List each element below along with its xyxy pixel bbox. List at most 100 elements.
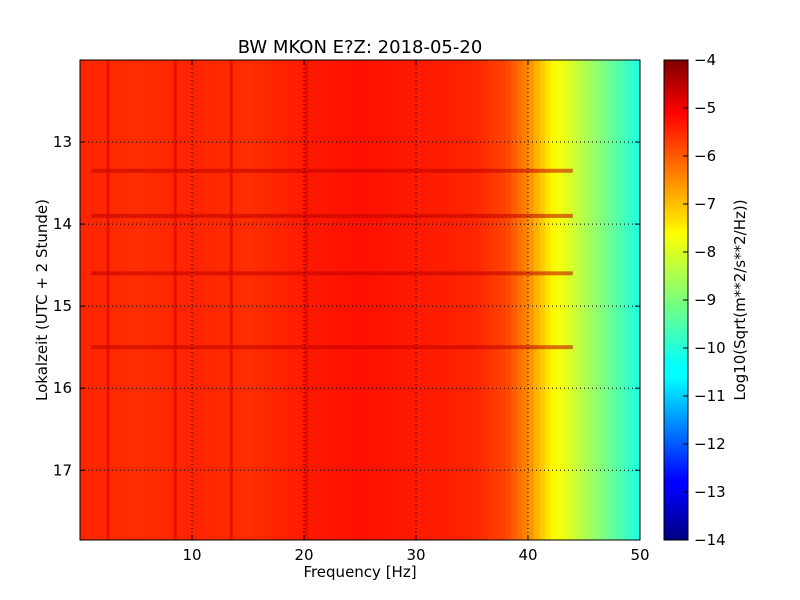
- heatmap-column: [404, 60, 411, 540]
- heatmap-column: [343, 60, 350, 540]
- heatmap-column: [164, 60, 171, 540]
- heatmap-column: [315, 60, 322, 540]
- heatmap-column: [578, 60, 585, 540]
- heatmap-column: [393, 60, 400, 540]
- heatmap-column: [432, 60, 439, 540]
- heatmap-column: [281, 60, 288, 540]
- heatmap-column: [130, 60, 137, 540]
- heatmap-column: [365, 60, 372, 540]
- heatmap-column: [477, 60, 484, 540]
- x-tick-label: 50: [630, 546, 649, 564]
- heatmap-column: [208, 60, 215, 540]
- heatmap-column: [460, 60, 467, 540]
- y-tick-label: 14: [53, 215, 72, 233]
- heatmap-column: [248, 60, 255, 540]
- plot-frame: [79, 59, 641, 541]
- heatmap-column: [108, 60, 115, 540]
- heatmap-column: [528, 60, 535, 540]
- y-tick-label: 17: [53, 461, 72, 479]
- heatmap-column: [360, 60, 367, 540]
- heatmap-column: [320, 60, 327, 540]
- heatmap-column: [410, 60, 417, 540]
- heatmap-column: [483, 60, 490, 540]
- heatmap-column: [466, 60, 473, 540]
- heatmap-column: [309, 60, 316, 540]
- heatmap-column: [119, 60, 126, 540]
- heatmap-column: [449, 60, 456, 540]
- heatmap-column: [332, 60, 339, 540]
- colorbar-tick-label: −8: [694, 243, 716, 261]
- heatmap-column: [472, 60, 479, 540]
- heatmap-column: [91, 60, 98, 540]
- heatmap-column: [80, 60, 87, 540]
- colorbar-tick-label: −11: [694, 387, 726, 405]
- colorbar-tick-label: −4: [694, 51, 716, 69]
- heatmap-column: [270, 60, 277, 540]
- heatmap-time-band: [91, 271, 573, 276]
- heatmap-column: [511, 60, 518, 540]
- heatmap-column: [152, 60, 159, 540]
- heatmap-column: [634, 60, 640, 540]
- heatmap-column: [192, 60, 199, 540]
- heatmap-column: [567, 60, 574, 540]
- heatmap-time-band: [91, 345, 573, 350]
- heatmap-frequency-line: [173, 60, 177, 540]
- colorbar-tick-label: −10: [694, 339, 726, 357]
- heatmap-column: [589, 60, 596, 540]
- colorbar-tick-label: −9: [694, 291, 716, 309]
- heatmap-column: [276, 60, 283, 540]
- heatmap-column: [427, 60, 434, 540]
- heatmap-column: [572, 60, 579, 540]
- heatmap-column: [298, 60, 305, 540]
- heatmap-column: [500, 60, 507, 540]
- heatmap-column: [259, 60, 266, 540]
- heatmap-column: [494, 60, 501, 540]
- y-tick-label: 15: [53, 297, 72, 315]
- heatmap-column: [444, 60, 451, 540]
- y-tick-label: 13: [53, 133, 72, 151]
- heatmap-column: [326, 60, 333, 540]
- y-tick-label: 16: [53, 379, 72, 397]
- heatmap-column: [158, 60, 165, 540]
- heatmap-column: [628, 60, 635, 540]
- heatmap-column: [505, 60, 512, 540]
- heatmap-column: [141, 60, 148, 540]
- heatmap-column: [287, 60, 294, 540]
- heatmap-column: [416, 60, 423, 540]
- heatmap-column: [242, 60, 249, 540]
- heatmap-column: [253, 60, 260, 540]
- heatmap-column: [220, 60, 227, 540]
- heatmap-column: [264, 60, 271, 540]
- heatmap-column: [197, 60, 204, 540]
- x-tick-label: 20: [294, 546, 313, 564]
- heatmap-column: [214, 60, 221, 540]
- heatmap-column: [292, 60, 299, 540]
- heatmap-column: [85, 60, 92, 540]
- heatmap-column: [388, 60, 395, 540]
- grid-lines: [80, 60, 640, 540]
- heatmap-column: [595, 60, 602, 540]
- heatmap-column: [203, 60, 210, 540]
- x-tick-label: 40: [518, 546, 537, 564]
- heatmap-column: [617, 60, 624, 540]
- heatmap-time-band: [91, 213, 573, 218]
- x-tick-label: 10: [182, 546, 201, 564]
- heatmap-column: [455, 60, 462, 540]
- heatmap-column: [399, 60, 406, 540]
- heatmap-column: [180, 60, 187, 540]
- heatmap-frequency-lines: [106, 60, 308, 540]
- heatmap-column: [561, 60, 568, 540]
- heatmap-column: [516, 60, 523, 540]
- heatmap-column: [337, 60, 344, 540]
- heatmap-column: [136, 60, 143, 540]
- heatmap-column: [186, 60, 193, 540]
- heatmap-column: [488, 60, 495, 540]
- heatmap-column: [113, 60, 120, 540]
- heatmap-frequency-line: [304, 60, 308, 540]
- heatmap-column: [169, 60, 176, 540]
- heatmap-columns: [80, 60, 640, 540]
- heatmap-column: [371, 60, 378, 540]
- heatmap-column: [231, 60, 238, 540]
- heatmap-column: [438, 60, 445, 540]
